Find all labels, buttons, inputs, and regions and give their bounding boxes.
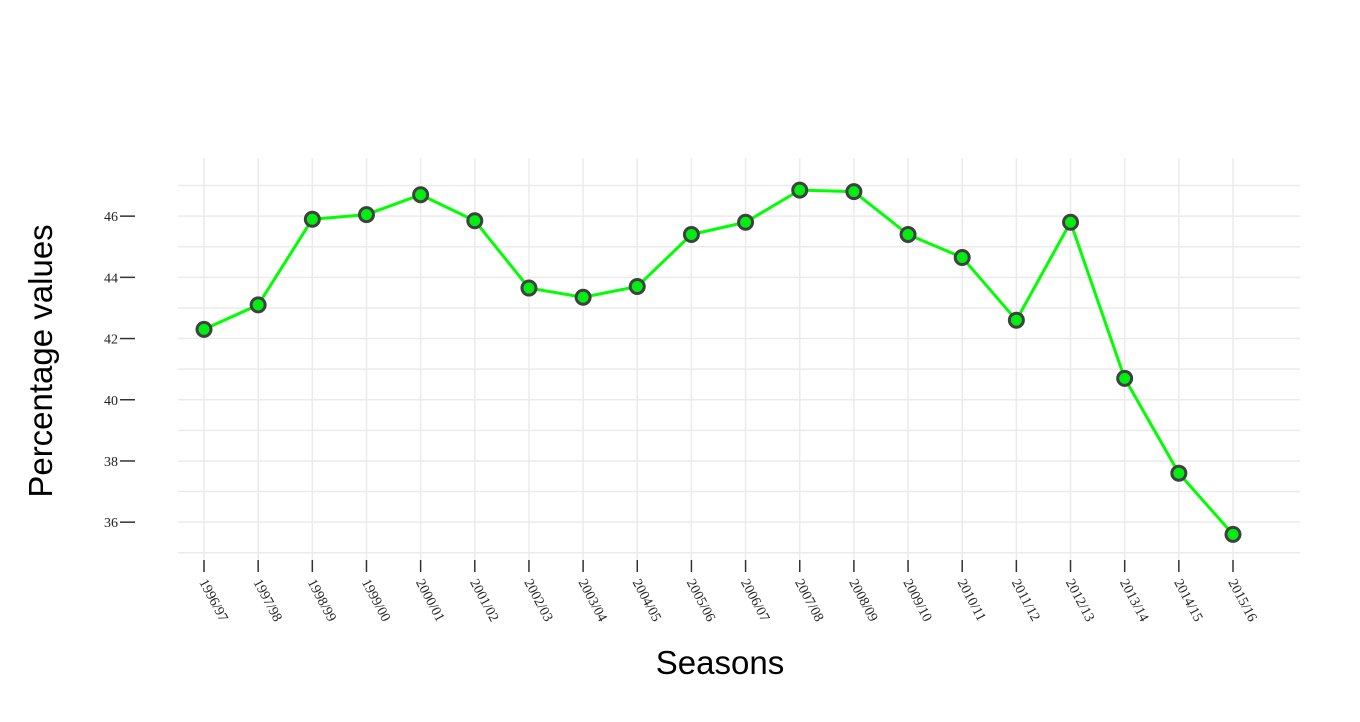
x-tick-label: 2010/11 bbox=[954, 577, 989, 624]
y-tick-label: 44 bbox=[104, 271, 118, 286]
data-point bbox=[1116, 369, 1134, 387]
y-tick-label: 38 bbox=[104, 455, 118, 470]
x-tick-label: 2009/10 bbox=[900, 577, 935, 625]
y-tick-label: 46 bbox=[104, 210, 118, 225]
series-line bbox=[203, 188, 1235, 536]
y-tick-label: 42 bbox=[104, 333, 118, 348]
data-point bbox=[303, 210, 321, 228]
data-point bbox=[628, 278, 646, 296]
x-tick-label: 2000/01 bbox=[412, 577, 447, 625]
data-point bbox=[520, 279, 538, 297]
x-tick-label: 2008/09 bbox=[845, 577, 880, 625]
data-point bbox=[682, 226, 700, 244]
data-point bbox=[737, 213, 755, 231]
data-point bbox=[1007, 311, 1025, 329]
x-axis-title: Seasons bbox=[656, 644, 784, 681]
data-point bbox=[195, 320, 213, 338]
y-tick-label: 40 bbox=[104, 394, 118, 409]
data-point bbox=[466, 212, 484, 230]
x-tick-label: 1998/99 bbox=[304, 577, 339, 625]
data-point bbox=[1224, 525, 1242, 543]
y-tick-label: 36 bbox=[104, 516, 118, 531]
x-tick-label: 2006/07 bbox=[737, 577, 772, 625]
data-point bbox=[357, 206, 375, 224]
data-point bbox=[574, 288, 592, 306]
x-tick-label: 2001/02 bbox=[466, 577, 501, 625]
x-tick-label: 1999/00 bbox=[358, 577, 393, 625]
series bbox=[195, 181, 1242, 543]
y-axis-title: Percentage values bbox=[22, 224, 59, 497]
data-point bbox=[899, 226, 917, 244]
data-point bbox=[845, 183, 863, 201]
x-tick-label: 2003/04 bbox=[575, 577, 610, 625]
x-tick-label: 2005/06 bbox=[683, 577, 718, 625]
data-point bbox=[1062, 213, 1080, 231]
x-tick-label: 2002/03 bbox=[520, 577, 555, 625]
x-tick-label: 2012/13 bbox=[1062, 577, 1097, 625]
data-point bbox=[249, 296, 267, 314]
x-tick-label: 1997/98 bbox=[250, 577, 285, 625]
x-tick-label: 2014/15 bbox=[1170, 577, 1205, 625]
data-point bbox=[953, 248, 971, 266]
x-tick-label: 2013/14 bbox=[1116, 577, 1151, 625]
x-tick-label: 2007/08 bbox=[791, 577, 826, 625]
x-tick-label: 2004/05 bbox=[629, 577, 664, 625]
x-tick-label: 1996/97 bbox=[195, 577, 230, 625]
data-point bbox=[1170, 464, 1188, 482]
x-tick-label: 2015/16 bbox=[1224, 577, 1259, 625]
data-point bbox=[412, 186, 430, 204]
data-point bbox=[791, 181, 809, 199]
x-tick-label: 2011/12 bbox=[1008, 577, 1043, 624]
